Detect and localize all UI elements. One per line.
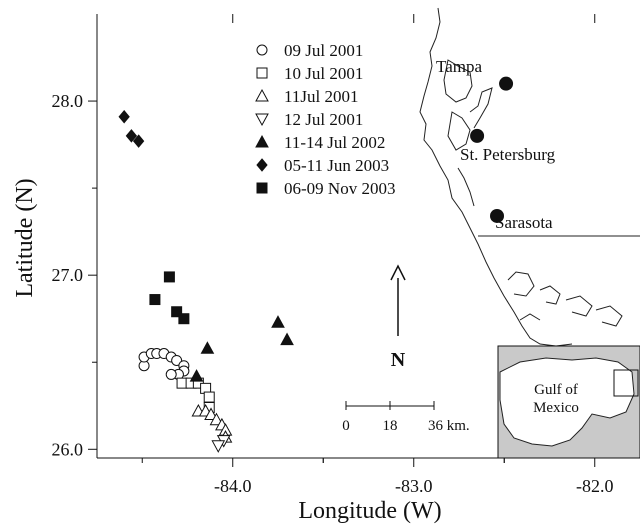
series-5	[118, 109, 145, 148]
data-point	[178, 313, 190, 325]
north-label: N	[391, 349, 406, 371]
data-point	[211, 440, 226, 453]
data-points	[118, 109, 294, 453]
data-point	[149, 294, 161, 306]
x-tick-label: -83.0	[395, 476, 433, 496]
legend-marker	[256, 67, 268, 79]
inset-map: Gulf of Mexico	[497, 345, 640, 459]
y-tick-label: 27.0	[52, 265, 84, 285]
city-label-sarasota: Sarasota	[495, 213, 553, 232]
legend-label: 06-09 Nov 2003	[284, 179, 395, 198]
data-point	[271, 315, 285, 328]
legend-label: 09 Jul 2001	[284, 41, 363, 60]
scale-tick-18: 18	[383, 418, 398, 434]
legend-marker	[255, 113, 269, 127]
legend-marker	[255, 88, 269, 102]
series-1	[176, 377, 215, 414]
y-tick-label: 26.0	[52, 439, 84, 459]
y-tick-label: 28.0	[52, 91, 84, 111]
data-point	[209, 412, 224, 426]
legend-label: 10 Jul 2001	[284, 64, 363, 83]
series-3	[211, 435, 231, 453]
city-label-st-petersburg: St. Petersburg	[460, 145, 556, 164]
data-point	[132, 134, 145, 148]
axis-ticks: -84.0 -83.0 -82.0 28.0 27.0 26.0	[52, 14, 614, 496]
legend-label: 05-11 Jun 2003	[284, 156, 389, 175]
data-point	[163, 271, 175, 283]
city-dot	[470, 128, 485, 143]
data-point	[125, 129, 138, 143]
series-4	[189, 315, 294, 382]
city-dot	[499, 76, 514, 91]
city-dot	[490, 208, 505, 223]
scale-tick-36: 36 km.	[428, 418, 470, 434]
legend: 09 Jul 2001 10 Jul 2001 11Jul 2001 12 Jul 2…	[255, 41, 395, 198]
data-point	[189, 369, 204, 382]
city-label-tampa: Tampa	[436, 57, 482, 76]
series-6	[149, 271, 190, 325]
data-point	[200, 341, 215, 354]
inset-label-line2: Mexico	[533, 400, 579, 416]
inset-gulf-water	[499, 357, 635, 447]
scale-tick-0: 0	[342, 418, 350, 434]
legend-marker	[255, 134, 269, 148]
x-tick-label: -82.0	[576, 476, 614, 496]
data-point	[204, 407, 218, 420]
scale-bar: 0 18 36 km.	[342, 401, 470, 434]
inset-study-area-box	[613, 369, 639, 397]
legend-marker	[256, 182, 268, 194]
north-arrow: N	[390, 264, 406, 371]
legend-label: 11Jul 2001	[284, 87, 358, 106]
data-point	[171, 306, 183, 318]
x-axis-label: Longitude (W)	[298, 498, 441, 524]
north-arrow-icon	[390, 264, 406, 281]
city-markers	[470, 76, 514, 223]
data-point	[176, 377, 188, 389]
inset-label-line1: Gulf of	[534, 382, 578, 398]
data-point	[203, 391, 215, 403]
data-point	[118, 109, 130, 124]
data-point	[280, 332, 294, 346]
data-point	[165, 368, 177, 380]
florida-coastline	[419, 7, 623, 347]
x-tick-label: -84.0	[214, 476, 252, 496]
legend-label: 12 Jul 2001	[284, 110, 363, 129]
y-axis-label: Latitude (N)	[12, 178, 38, 297]
legend-marker	[256, 158, 268, 172]
series-0	[138, 348, 190, 380]
legend-marker	[256, 44, 268, 56]
legend-label: 11-14 Jul 2002	[284, 133, 385, 152]
